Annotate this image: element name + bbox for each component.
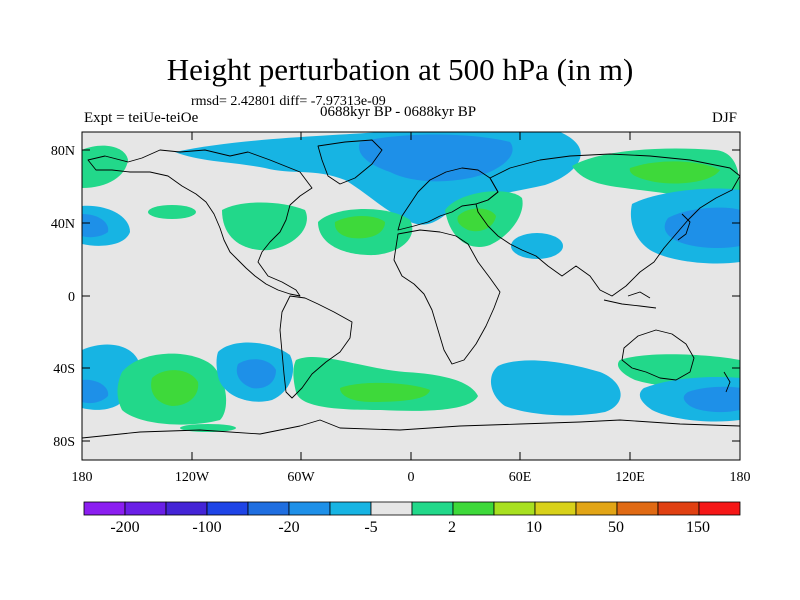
north-pacific-negative-right-core (664, 207, 740, 248)
south-pacific-negative-left-core (82, 379, 109, 404)
south-indian-negative-region (490, 360, 621, 416)
lon-label: 120W (175, 470, 210, 485)
south-pacific-negative-right-core (683, 386, 740, 413)
lat-label: 80N (51, 144, 75, 159)
period-label: 0688kyr BP - 0688kyr BP (320, 104, 477, 120)
map-title: Height perturbation at 500 hPa (in m) (166, 52, 634, 87)
colorbar-swatch (493, 501, 536, 516)
colorbar-swatch (165, 501, 208, 516)
mideast-positive-core (457, 208, 496, 232)
colorbar-swatch (329, 501, 372, 516)
south-atlantic-positive-core (340, 382, 430, 402)
lat-label: 40N (51, 217, 75, 232)
colorbar-swatch (698, 501, 741, 516)
north-pacific-positive-patch (148, 205, 196, 219)
colorbar (83, 501, 741, 516)
colorbar-swatch (657, 501, 700, 516)
colorbar-label: 150 (686, 519, 710, 536)
colorbar-swatch (83, 501, 126, 516)
colorbar-label: -100 (192, 519, 221, 536)
lon-label: 180 (72, 470, 93, 485)
lon-label: 0 (408, 470, 415, 485)
contour-field (82, 132, 740, 460)
south-america-negative-core (236, 359, 276, 389)
colorbar-swatch (370, 501, 413, 516)
lat-ticks (82, 149, 740, 442)
colorbar-swatch (288, 501, 331, 516)
alaska-positive-region (82, 145, 128, 188)
lon-label: 60E (509, 470, 532, 485)
colorbar-swatch (206, 501, 249, 516)
arabia-negative-region (511, 233, 563, 259)
colorbar-label: 50 (608, 519, 624, 536)
lat-label: 0 (68, 290, 75, 305)
colorbar-label: -5 (364, 519, 377, 536)
colorbar-swatch (452, 501, 495, 516)
colorbar-label: -200 (110, 519, 139, 536)
north-america-positive-region (222, 202, 307, 251)
colorbar-swatch (616, 501, 659, 516)
coastlines (82, 139, 740, 439)
colorbar-swatch (575, 501, 618, 516)
stats-text: rmsd= 2.42801 diff= -7.97313e-09 (191, 94, 386, 109)
south-pacific-positive-core (151, 370, 199, 406)
lat-label: 80S (53, 435, 75, 450)
season-label: DJF (712, 110, 738, 126)
colorbar-swatch (124, 501, 167, 516)
colorbar-swatch (247, 501, 290, 516)
lat-label: 40S (53, 362, 75, 377)
colorbar-swatch (534, 501, 577, 516)
lon-ticks (191, 132, 631, 460)
experiment-label: Expt = teiUe-teiOe (84, 110, 199, 126)
siberia-positive-core (629, 161, 720, 184)
colorbar-label: -20 (278, 519, 299, 536)
lon-label: 120E (615, 470, 645, 485)
colorbar-swatch (411, 501, 454, 516)
lon-label: 60W (287, 470, 315, 485)
lon-label: 180 (730, 470, 751, 485)
north-pacific-negative-left-core (82, 214, 109, 238)
colorbar-label: 10 (526, 519, 542, 536)
atlantic-positive-core (334, 216, 385, 239)
colorbar-label: 2 (448, 519, 456, 536)
